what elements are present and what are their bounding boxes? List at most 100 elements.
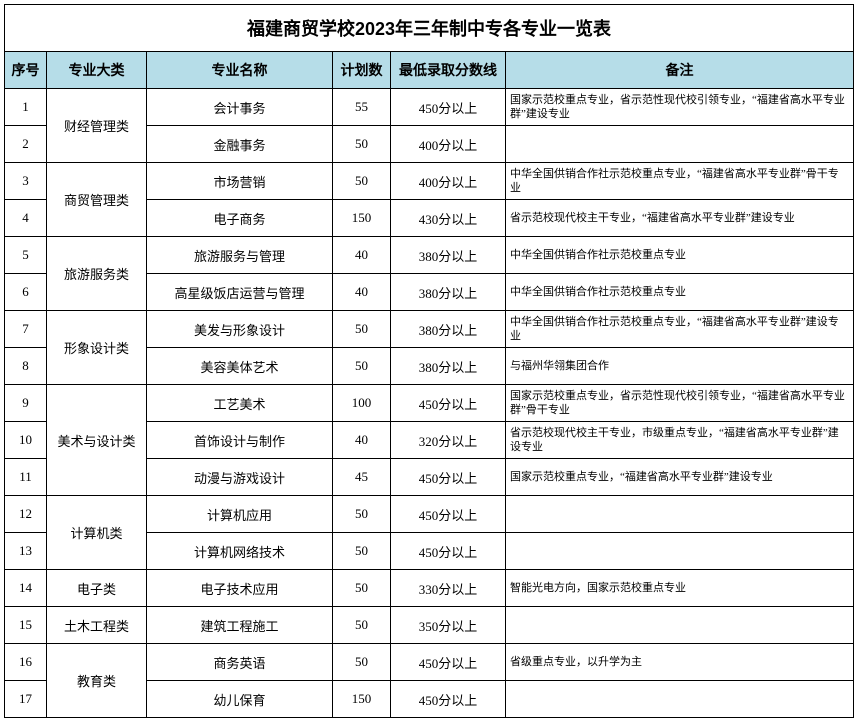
cell-remark: 国家示范校重点专业，省示范性现代校引领专业，“福建省高水平专业群”骨干专业 [506, 385, 854, 422]
cell-remark [506, 533, 854, 570]
header-score: 最低录取分数线 [391, 52, 506, 89]
cell-category: 财经管理类 [47, 89, 147, 163]
cell-score: 380分以上 [391, 311, 506, 348]
cell-plan: 40 [333, 274, 391, 311]
cell-plan: 55 [333, 89, 391, 126]
cell-major: 旅游服务与管理 [147, 237, 333, 274]
header-category: 专业大类 [47, 52, 147, 89]
cell-seq: 12 [5, 496, 47, 533]
table-row: 15土木工程类建筑工程施工50350分以上 [5, 607, 854, 644]
cell-score: 380分以上 [391, 274, 506, 311]
cell-major: 计算机应用 [147, 496, 333, 533]
cell-score: 450分以上 [391, 644, 506, 681]
cell-major: 动漫与游戏设计 [147, 459, 333, 496]
cell-score: 430分以上 [391, 200, 506, 237]
cell-category: 计算机类 [47, 496, 147, 570]
cell-category: 电子类 [47, 570, 147, 607]
cell-remark: 省示范校现代校主干专业，市级重点专业，“福建省高水平专业群”建设专业 [506, 422, 854, 459]
cell-score: 380分以上 [391, 348, 506, 385]
table-row: 5旅游服务类旅游服务与管理40380分以上中华全国供销合作社示范校重点专业 [5, 237, 854, 274]
cell-major: 美发与形象设计 [147, 311, 333, 348]
cell-category: 美术与设计类 [47, 385, 147, 496]
cell-score: 450分以上 [391, 681, 506, 718]
cell-major: 工艺美术 [147, 385, 333, 422]
cell-seq: 8 [5, 348, 47, 385]
cell-seq: 17 [5, 681, 47, 718]
cell-score: 450分以上 [391, 89, 506, 126]
cell-major: 高星级饭店运营与管理 [147, 274, 333, 311]
cell-major: 计算机网络技术 [147, 533, 333, 570]
cell-plan: 40 [333, 422, 391, 459]
table-row: 3商贸管理类市场营销50400分以上中华全国供销合作社示范校重点专业，“福建省高… [5, 163, 854, 200]
cell-plan: 50 [333, 607, 391, 644]
header-remark: 备注 [506, 52, 854, 89]
cell-category: 形象设计类 [47, 311, 147, 385]
cell-major: 首饰设计与制作 [147, 422, 333, 459]
table-row: 7形象设计类美发与形象设计50380分以上中华全国供销合作社示范校重点专业，“福… [5, 311, 854, 348]
cell-seq: 11 [5, 459, 47, 496]
cell-plan: 50 [333, 496, 391, 533]
cell-score: 450分以上 [391, 533, 506, 570]
cell-plan: 50 [333, 163, 391, 200]
cell-major: 商务英语 [147, 644, 333, 681]
cell-plan: 50 [333, 311, 391, 348]
cell-plan: 40 [333, 237, 391, 274]
cell-category: 旅游服务类 [47, 237, 147, 311]
majors-table: 福建商贸学校2023年三年制中专各专业一览表 序号 专业大类 专业名称 计划数 … [4, 4, 854, 718]
cell-plan: 50 [333, 533, 391, 570]
cell-remark [506, 126, 854, 163]
cell-remark [506, 496, 854, 533]
cell-category: 商贸管理类 [47, 163, 147, 237]
cell-plan: 50 [333, 348, 391, 385]
cell-seq: 4 [5, 200, 47, 237]
cell-score: 400分以上 [391, 163, 506, 200]
cell-plan: 150 [333, 681, 391, 718]
cell-score: 450分以上 [391, 385, 506, 422]
cell-major: 美容美体艺术 [147, 348, 333, 385]
cell-plan: 150 [333, 200, 391, 237]
cell-seq: 7 [5, 311, 47, 348]
cell-seq: 16 [5, 644, 47, 681]
header-major: 专业名称 [147, 52, 333, 89]
cell-remark [506, 607, 854, 644]
cell-score: 400分以上 [391, 126, 506, 163]
cell-seq: 3 [5, 163, 47, 200]
cell-remark: 省示范校现代校主干专业，“福建省高水平专业群”建设专业 [506, 200, 854, 237]
cell-score: 450分以上 [391, 459, 506, 496]
cell-major: 会计事务 [147, 89, 333, 126]
cell-score: 320分以上 [391, 422, 506, 459]
cell-score: 380分以上 [391, 237, 506, 274]
cell-score: 350分以上 [391, 607, 506, 644]
cell-remark [506, 681, 854, 718]
table-container: 福建商贸学校2023年三年制中专各专业一览表 序号 专业大类 专业名称 计划数 … [4, 4, 853, 718]
cell-seq: 5 [5, 237, 47, 274]
cell-major: 建筑工程施工 [147, 607, 333, 644]
table-body: 1财经管理类会计事务55450分以上国家示范校重点专业，省示范性现代校引领专业，… [5, 89, 854, 718]
cell-major: 电子技术应用 [147, 570, 333, 607]
header-plan: 计划数 [333, 52, 391, 89]
cell-seq: 6 [5, 274, 47, 311]
table-row: 12计算机类计算机应用50450分以上 [5, 496, 854, 533]
cell-score: 330分以上 [391, 570, 506, 607]
table-row: 1财经管理类会计事务55450分以上国家示范校重点专业，省示范性现代校引领专业，… [5, 89, 854, 126]
table-row: 9美术与设计类工艺美术100450分以上国家示范校重点专业，省示范性现代校引领专… [5, 385, 854, 422]
cell-plan: 50 [333, 126, 391, 163]
cell-major: 幼儿保育 [147, 681, 333, 718]
cell-seq: 10 [5, 422, 47, 459]
cell-remark: 中华全国供销合作社示范校重点专业 [506, 237, 854, 274]
cell-plan: 50 [333, 570, 391, 607]
cell-seq: 15 [5, 607, 47, 644]
cell-remark: 中华全国供销合作社示范校重点专业，“福建省高水平专业群”建设专业 [506, 311, 854, 348]
cell-remark: 与福州华翎集团合作 [506, 348, 854, 385]
cell-plan: 45 [333, 459, 391, 496]
cell-major: 电子商务 [147, 200, 333, 237]
cell-remark: 国家示范校重点专业，“福建省高水平专业群”建设专业 [506, 459, 854, 496]
table-row: 16教育类商务英语50450分以上省级重点专业，以升学为主 [5, 644, 854, 681]
cell-remark: 国家示范校重点专业，省示范性现代校引领专业，“福建省高水平专业群”建设专业 [506, 89, 854, 126]
cell-seq: 9 [5, 385, 47, 422]
header-seq: 序号 [5, 52, 47, 89]
cell-remark: 智能光电方向，国家示范校重点专业 [506, 570, 854, 607]
title-row: 福建商贸学校2023年三年制中专各专业一览表 [5, 5, 854, 52]
cell-seq: 14 [5, 570, 47, 607]
cell-remark: 省级重点专业，以升学为主 [506, 644, 854, 681]
